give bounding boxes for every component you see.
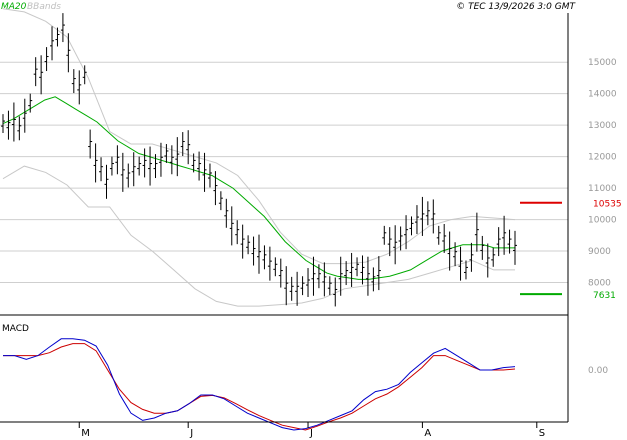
ma20-line <box>2 96 515 280</box>
bollinger-bands <box>2 8 516 307</box>
macd-panel: MACD 0.00 <box>2 324 608 431</box>
price-y-tick-label: 9000 <box>588 247 611 257</box>
price-y-axis: 8000 9000 10000 11000 12000 13000 14000 15000 <box>588 58 617 288</box>
macd-lines <box>3 338 516 431</box>
price-panel-bg <box>0 13 568 315</box>
x-tick-label: S <box>539 428 545 439</box>
price-levels: 10535 7631 <box>520 200 622 301</box>
bband-upper <box>2 8 516 265</box>
x-tick-label: J <box>309 428 313 439</box>
price-y-tick-label: 13000 <box>588 121 617 131</box>
macd-y-tick-label: 0.00 <box>588 366 608 376</box>
bbands-legend-label: BBands <box>27 2 61 12</box>
macd-line <box>3 338 516 431</box>
macd-label: MACD <box>2 324 29 334</box>
price-panel: 10535 7631 8000 9000 10000 11000 12000 13000 14… <box>0 8 622 315</box>
price-y-tick-label: 10000 <box>588 216 617 226</box>
support-level-label: 7631 <box>593 291 616 301</box>
resistance-level-label: 10535 <box>593 200 622 210</box>
ma20-series <box>2 96 515 280</box>
macd-signal-line <box>3 343 516 431</box>
x-tick-label: M <box>81 428 90 439</box>
price-y-tick-label: 15000 <box>588 58 617 68</box>
price-bars <box>1 13 517 307</box>
x-tick-label: A <box>424 428 431 439</box>
price-y-tick-label: 14000 <box>588 90 617 100</box>
price-y-tick-label: 11000 <box>588 184 617 194</box>
macd-y-axis: 0.00 <box>588 366 608 376</box>
price-y-tick-label: 12000 <box>588 153 617 163</box>
ma-legend-label: MA20 <box>1 2 27 12</box>
price-y-tick-label: 8000 <box>588 279 611 289</box>
x-tick-label: J <box>189 428 193 439</box>
bband-lower <box>2 165 515 307</box>
copyright-label: © TEC 13/9/2026 3:0 GMT <box>456 2 576 12</box>
price-grid <box>0 61 568 284</box>
